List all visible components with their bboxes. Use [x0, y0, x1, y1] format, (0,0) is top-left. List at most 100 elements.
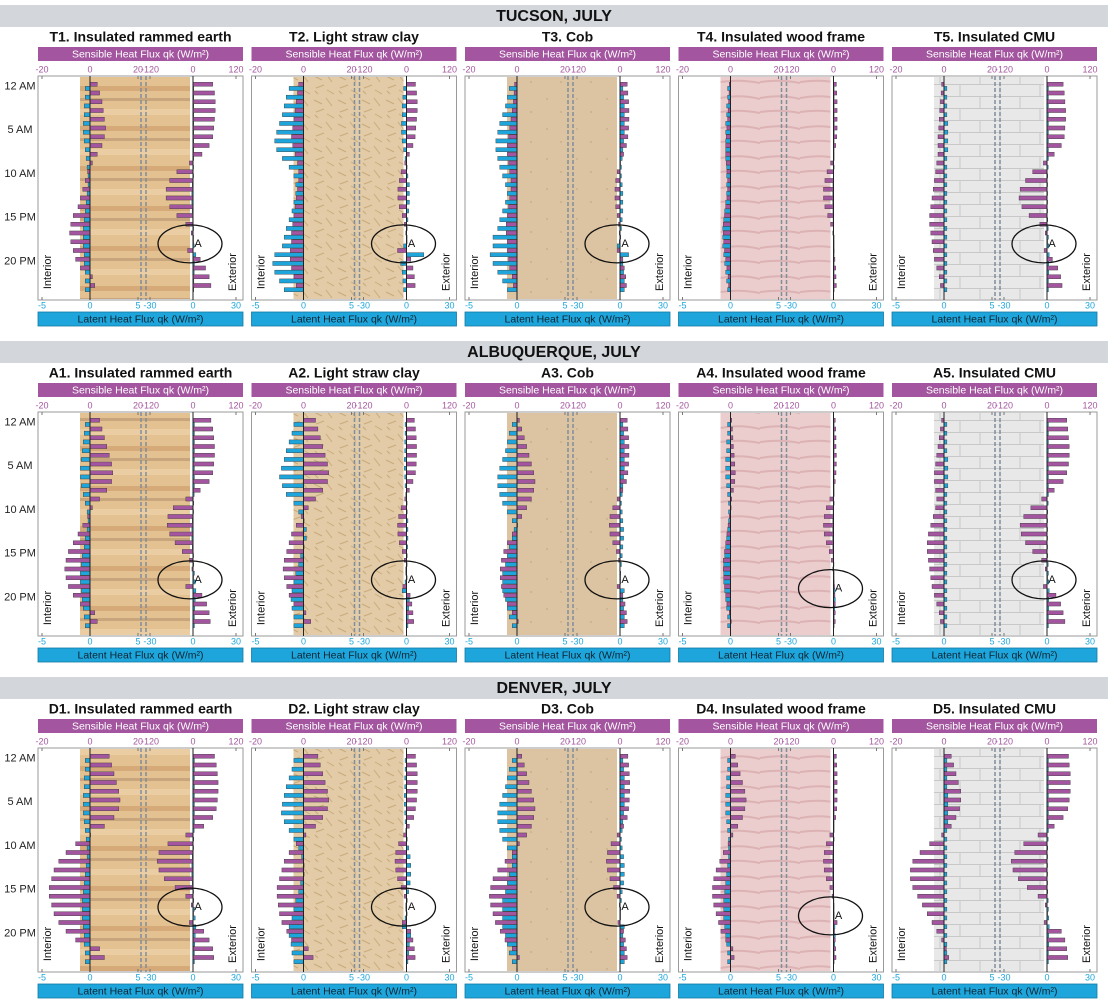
- sensible-tick-label: -20: [889, 64, 902, 74]
- annotation-ellipse: [370, 887, 437, 927]
- sensible-bar: [619, 470, 629, 476]
- sensible-bar: [509, 195, 518, 201]
- latent-bar: [502, 278, 518, 284]
- latent-tick-label: 30: [871, 636, 881, 646]
- latent-bar: [81, 483, 91, 488]
- sensible-bar: [82, 186, 91, 192]
- sensible-tick-label: -20: [35, 400, 48, 410]
- latent-tick-label: -30: [143, 972, 156, 982]
- latent-bar: [497, 156, 518, 161]
- sensible-bar: [935, 461, 945, 467]
- latent-bar: [619, 810, 624, 816]
- exterior-label: Exterior: [1081, 589, 1093, 627]
- panel-title: T4. Insulated wood frame: [697, 29, 865, 45]
- sensible-bar: [406, 444, 417, 449]
- sensible-bar: [49, 894, 91, 899]
- sensible-tick-label: 0: [514, 400, 519, 410]
- sensible-bar: [192, 461, 214, 467]
- sensible-bar: [917, 894, 945, 899]
- latent-bar: [505, 103, 518, 109]
- latent-bar: [298, 509, 304, 515]
- latent-bar: [406, 854, 411, 859]
- sensible-bar: [619, 125, 629, 131]
- sensible-tick-label: 120: [442, 64, 457, 74]
- sensible-bar: [169, 531, 194, 537]
- sensible-bar: [298, 178, 304, 183]
- latent-bar: [293, 959, 304, 964]
- sensible-bar: [833, 797, 838, 803]
- latent-bar: [82, 553, 91, 558]
- sensible-bar: [1043, 584, 1048, 589]
- sensible-bar: [286, 584, 304, 589]
- sensible-bar: [406, 789, 418, 794]
- sensible-tick-label: -120: [354, 736, 372, 746]
- latent-tick-label: -5: [465, 636, 473, 646]
- sensible-bar: [826, 169, 834, 174]
- latent-bar: [726, 439, 731, 445]
- sensible-bar: [281, 867, 304, 873]
- sensible-bar: [1046, 780, 1071, 785]
- sensible-bar: [72, 540, 91, 546]
- sensible-bar: [516, 461, 532, 467]
- sensible-bar: [406, 593, 411, 598]
- sensible-bar: [192, 824, 204, 829]
- latent-bar: [83, 234, 91, 240]
- sensible-bar: [406, 780, 418, 785]
- sensible-bar: [506, 230, 518, 236]
- sensible-bar: [510, 116, 518, 122]
- latent-tick-label: 0: [831, 636, 836, 646]
- latent-bar: [84, 112, 91, 117]
- interior-label: Interior: [896, 591, 908, 626]
- sensible-bar: [507, 540, 518, 546]
- sensible-bar: [75, 841, 91, 847]
- sensible-bar: [730, 762, 738, 768]
- sensible-bar: [394, 859, 407, 864]
- latent-tick-label: 0: [831, 972, 836, 982]
- sensible-bar: [406, 453, 417, 458]
- sensible-bar: [492, 911, 518, 917]
- sensible-bar: [1046, 762, 1070, 768]
- latent-bar: [509, 950, 518, 956]
- sensible-tick-label: 0: [1044, 400, 1049, 410]
- annotation-label: A: [408, 238, 416, 250]
- sensible-tick-label: -20: [676, 64, 689, 74]
- sensible-bar: [723, 221, 731, 227]
- sensible-bar: [192, 143, 210, 148]
- latent-bar: [291, 605, 304, 611]
- interior-label: Interior: [896, 255, 908, 290]
- sensible-bar: [719, 859, 731, 864]
- latent-bar: [293, 614, 304, 620]
- latent-bar: [502, 570, 518, 576]
- latent-bar: [512, 959, 518, 964]
- sensible-bar: [303, 505, 309, 511]
- sensible-bar: [619, 151, 624, 157]
- sensible-bar: [303, 955, 314, 960]
- sensible-bar: [192, 754, 215, 759]
- latent-bar: [497, 483, 518, 488]
- latent-bar: [401, 129, 407, 135]
- sensible-tick-label: 0: [831, 736, 836, 746]
- latent-bar: [286, 492, 304, 497]
- sensible-tick-label: 0: [87, 64, 92, 74]
- sensible-bar: [927, 549, 945, 554]
- sensible-bar: [725, 257, 731, 262]
- sensible-bar: [927, 911, 945, 917]
- sensible-bar: [156, 859, 194, 864]
- sensible-bar: [725, 593, 731, 598]
- sensible-bar: [297, 90, 304, 96]
- sensible-bar: [490, 885, 518, 890]
- sensible-bar: [185, 496, 194, 502]
- sensible-bar: [726, 601, 731, 607]
- sensible-bar: [192, 426, 213, 432]
- sensible-bar: [619, 619, 628, 624]
- sensible-bar: [725, 937, 731, 943]
- sensible-bar: [726, 265, 731, 271]
- sensible-bar: [492, 876, 518, 882]
- sensible-tick-label: 120: [228, 736, 243, 746]
- latent-bar: [402, 94, 407, 100]
- sensible-bar: [192, 929, 204, 934]
- sensible-bar: [516, 444, 527, 449]
- sensible-bar: [619, 283, 627, 288]
- sensible-bar: [1032, 169, 1048, 174]
- sensible-bar: [1037, 832, 1048, 838]
